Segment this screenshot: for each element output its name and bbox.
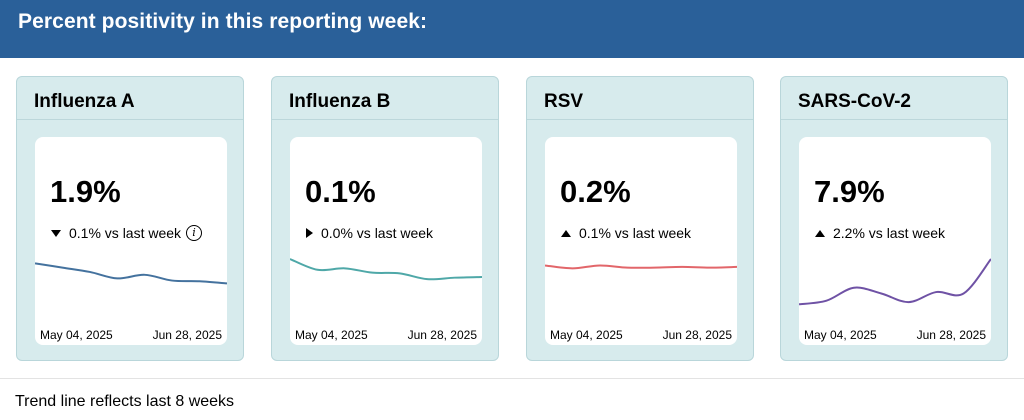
card-divider: [781, 119, 1007, 120]
card-influenza-b: Influenza B 0.1% 0.0% vs last week May 0…: [271, 76, 499, 361]
end-date: Jun 28, 2025: [662, 328, 732, 342]
change-text: 2.2% vs last week: [833, 225, 946, 241]
change-row: 0.1% vs last week i: [51, 225, 203, 241]
card-title: Influenza B: [289, 91, 391, 112]
end-date: Jun 28, 2025: [916, 328, 986, 342]
page-title: Percent positivity in this reporting wee…: [18, 10, 428, 33]
metric-panel: 1.9% 0.1% vs last week i May 04, 2025 Ju…: [35, 137, 227, 345]
end-date: Jun 28, 2025: [407, 328, 477, 342]
card-divider: [17, 119, 243, 120]
trend-sparkline: [545, 264, 737, 270]
start-date: May 04, 2025: [40, 328, 113, 342]
trend-line: [290, 258, 482, 281]
change-text: 0.1% vs last week: [579, 225, 692, 241]
change-row: 2.2% vs last week: [815, 225, 945, 241]
change-text: 0.1% vs last week: [69, 225, 182, 241]
percent-value: 7.9%: [814, 174, 885, 209]
start-date: May 04, 2025: [804, 328, 877, 342]
card-title: Influenza A: [34, 91, 135, 112]
change-row: 0.0% vs last week: [306, 225, 433, 241]
card-divider: [272, 119, 498, 120]
triangle-right-icon: [306, 228, 313, 238]
metric-panel: 0.2% 0.1% vs last week May 04, 2025 Jun …: [545, 137, 737, 345]
trend-line: [799, 258, 991, 306]
card-title: SARS-CoV-2: [798, 91, 911, 112]
card-influenza-a: Influenza A 1.9% 0.1% vs last week i May…: [16, 76, 244, 361]
percent-value: 1.9%: [50, 174, 121, 209]
start-date: May 04, 2025: [550, 328, 623, 342]
trend-line: [545, 264, 737, 270]
header-banner: Percent positivity in this reporting wee…: [0, 0, 1024, 58]
trend-sparkline: [290, 258, 482, 281]
start-date: May 04, 2025: [295, 328, 368, 342]
trend-sparkline: [799, 258, 991, 306]
card-sars-cov-2: SARS-CoV-2 7.9% 2.2% vs last week May 04…: [780, 76, 1008, 361]
footer-divider: [0, 378, 1024, 379]
percent-value: 0.1%: [305, 174, 376, 209]
trend-line: [35, 262, 227, 285]
card-divider: [527, 119, 753, 120]
end-date: Jun 28, 2025: [152, 328, 222, 342]
metric-panel: 7.9% 2.2% vs last week May 04, 2025 Jun …: [799, 137, 991, 345]
triangle-up-icon: [561, 229, 571, 237]
metric-panel: 0.1% 0.0% vs last week May 04, 2025 Jun …: [290, 137, 482, 345]
info-icon[interactable]: i: [186, 225, 203, 241]
change-row: 0.1% vs last week: [561, 225, 691, 241]
triangle-down-icon: [51, 229, 61, 237]
triangle-up-icon: [815, 229, 825, 237]
trend-sparkline: [35, 262, 227, 285]
footer-note: Trend line reflects last 8 weeks: [15, 393, 235, 410]
card-title: RSV: [544, 91, 584, 112]
card-rsv: RSV 0.2% 0.1% vs last week May 04, 2025 …: [526, 76, 754, 361]
percent-value: 0.2%: [560, 174, 631, 209]
change-text: 0.0% vs last week: [321, 225, 434, 241]
